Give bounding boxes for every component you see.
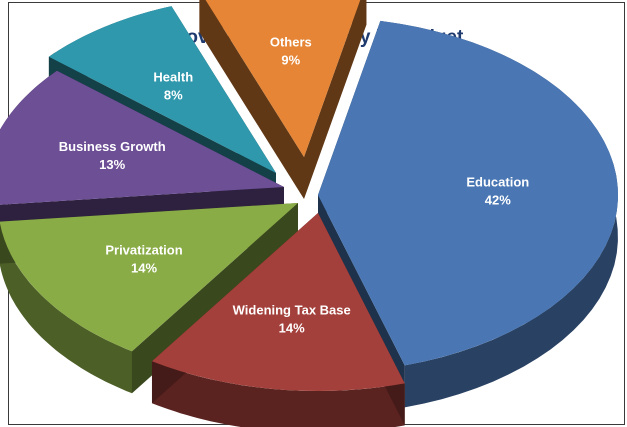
label-education: Education [466, 175, 529, 190]
slice-privatization [0, 203, 298, 352]
label-widening-tax-base: Widening Tax Base [233, 303, 351, 318]
value-label-privatization: 14% [131, 260, 157, 275]
value-label-business-growth: 13% [99, 157, 125, 172]
value-label-others: 9% [281, 53, 300, 68]
slice-wall-others-0 [199, 0, 304, 199]
slice-others [205, 0, 361, 157]
slice-side-widening-tax-base [152, 361, 405, 427]
slice-health [48, 6, 276, 174]
slice-wall-others-1 [304, 0, 367, 199]
slice-education [318, 20, 618, 366]
slice-business-growth [0, 70, 284, 205]
value-label-health: 8% [164, 87, 183, 102]
slice-side-privatization [0, 223, 132, 394]
slice-widening-tax-base [151, 213, 405, 391]
value-label-widening-tax-base: 14% [279, 321, 305, 336]
label-health: Health [153, 69, 193, 84]
label-others: Others [270, 35, 312, 50]
value-label-education: 42% [485, 193, 511, 208]
label-business-growth: Business Growth [59, 139, 166, 154]
label-privatization: Privatization [105, 242, 182, 257]
